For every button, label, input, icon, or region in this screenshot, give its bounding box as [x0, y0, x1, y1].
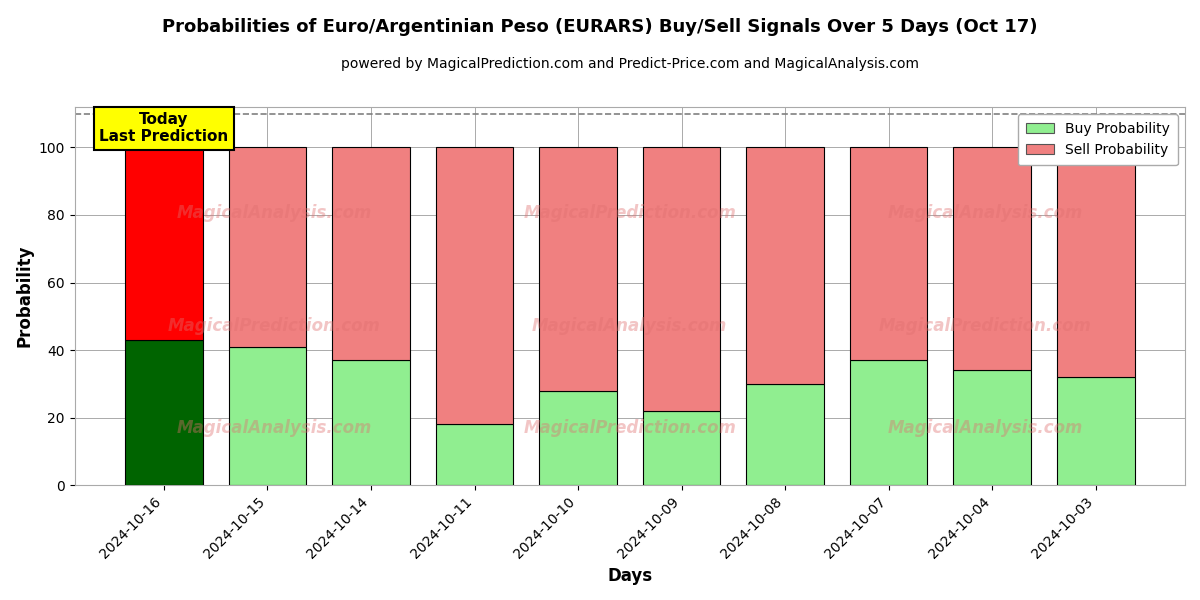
Bar [436, 148, 514, 424]
Text: Probabilities of Euro/Argentinian Peso (EURARS) Buy/Sell Signals Over 5 Days (Oc: Probabilities of Euro/Argentinian Peso (… [162, 18, 1038, 36]
X-axis label: Days: Days [607, 567, 653, 585]
Text: Today
Last Prediction: Today Last Prediction [100, 112, 228, 145]
Bar [332, 360, 410, 485]
Text: MagicalPrediction.com: MagicalPrediction.com [168, 317, 380, 335]
Bar [125, 340, 203, 485]
Bar [539, 148, 617, 391]
Bar [125, 148, 203, 340]
Text: MagicalAnalysis.com: MagicalAnalysis.com [532, 317, 727, 335]
Bar [539, 391, 617, 485]
Text: MagicalAnalysis.com: MagicalAnalysis.com [888, 419, 1082, 437]
Bar [436, 424, 514, 485]
Bar [850, 148, 928, 360]
Text: MagicalPrediction.com: MagicalPrediction.com [523, 204, 737, 222]
Bar [643, 411, 720, 485]
Y-axis label: Probability: Probability [16, 245, 34, 347]
Bar [1057, 148, 1134, 377]
Bar [229, 347, 306, 485]
Bar [643, 148, 720, 411]
Title: powered by MagicalPrediction.com and Predict-Price.com and MagicalAnalysis.com: powered by MagicalPrediction.com and Pre… [341, 57, 919, 71]
Bar [1057, 377, 1134, 485]
Text: MagicalAnalysis.com: MagicalAnalysis.com [176, 419, 372, 437]
Text: MagicalPrediction.com: MagicalPrediction.com [523, 419, 737, 437]
Text: MagicalAnalysis.com: MagicalAnalysis.com [888, 204, 1082, 222]
Bar [850, 360, 928, 485]
Text: MagicalAnalysis.com: MagicalAnalysis.com [176, 204, 372, 222]
Bar [229, 148, 306, 347]
Bar [953, 370, 1031, 485]
Text: MagicalPrediction.com: MagicalPrediction.com [878, 317, 1092, 335]
Legend: Buy Probability, Sell Probability: Buy Probability, Sell Probability [1018, 114, 1178, 166]
Bar [746, 384, 824, 485]
Bar [746, 148, 824, 384]
Bar [332, 148, 410, 360]
Bar [953, 148, 1031, 370]
